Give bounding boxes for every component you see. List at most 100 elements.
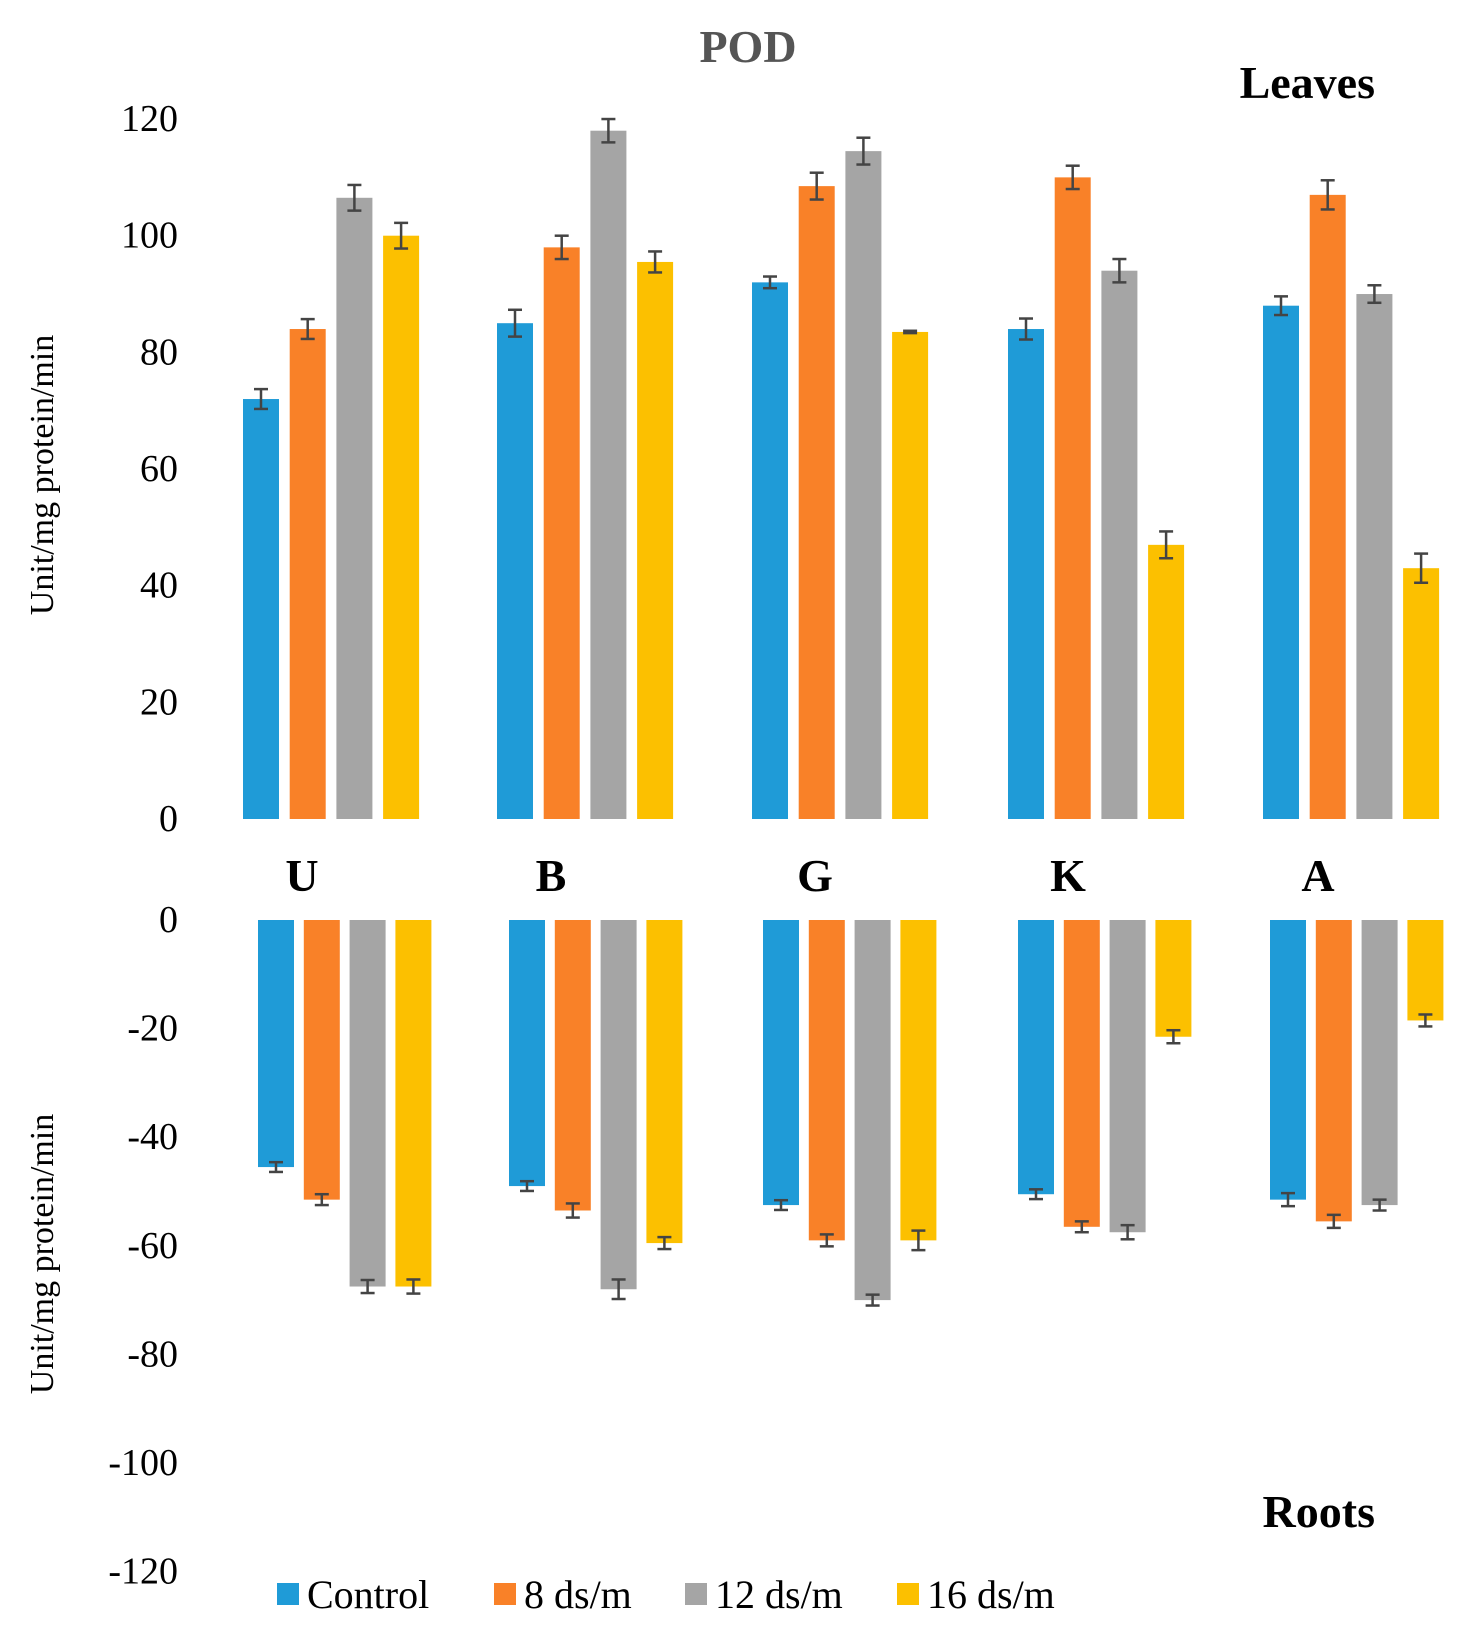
bar xyxy=(258,920,294,1168)
y-tick-label: 120 xyxy=(121,98,178,140)
bar xyxy=(303,920,340,1200)
error-bar xyxy=(1029,1188,1043,1201)
legend-swatch xyxy=(494,1583,516,1605)
y-ticks-leaves: 0 20 40 60 80 100 120 xyxy=(121,98,178,840)
bar xyxy=(1148,544,1185,819)
y-tick-label: -20 xyxy=(127,1008,178,1050)
error-bar xyxy=(1074,1220,1089,1234)
bar xyxy=(349,920,386,1287)
y-tick-label: 0 xyxy=(159,899,178,941)
bar xyxy=(1063,920,1100,1227)
error-bar xyxy=(1120,1223,1135,1241)
error-bar xyxy=(254,387,268,411)
bar xyxy=(1018,920,1054,1195)
error-bar xyxy=(657,1235,672,1251)
error-bar xyxy=(809,171,824,201)
bar xyxy=(1109,920,1146,1233)
bar xyxy=(1407,920,1444,1021)
legend-label: 16 ds/m xyxy=(927,1572,1055,1617)
y-tick-label: 40 xyxy=(140,565,178,607)
legend-item: Control xyxy=(277,1572,429,1617)
y-tick-label: -120 xyxy=(108,1551,178,1593)
bar xyxy=(798,186,835,819)
legend-item: 12 ds/m xyxy=(685,1572,843,1617)
category-label: A xyxy=(1301,850,1334,901)
legend-swatch xyxy=(685,1583,707,1605)
bar xyxy=(637,261,674,819)
error-bar xyxy=(300,317,315,341)
error-bar xyxy=(1367,284,1382,305)
category-label: U xyxy=(285,850,318,901)
bar xyxy=(395,920,432,1287)
bar xyxy=(509,920,545,1187)
bar xyxy=(289,329,326,819)
error-bar xyxy=(865,1293,880,1307)
bar xyxy=(1403,568,1440,819)
bars-leaves xyxy=(243,117,1440,820)
bar xyxy=(1054,177,1091,819)
y-tick-label: 80 xyxy=(140,331,178,373)
bar xyxy=(243,399,279,819)
category-label: G xyxy=(797,850,833,901)
error-bar xyxy=(1112,257,1127,284)
error-bar xyxy=(269,1160,283,1174)
legend-swatch xyxy=(277,1583,299,1605)
error-bar xyxy=(601,117,616,144)
bar xyxy=(1361,920,1398,1206)
legend: Control 8 ds/m 12 ds/m 16 ds/m xyxy=(277,1572,1055,1617)
legend-label: Control xyxy=(307,1572,429,1617)
y-tick-label: -60 xyxy=(127,1225,178,1267)
bar xyxy=(1270,920,1306,1200)
bar xyxy=(1008,329,1044,819)
error-bar xyxy=(1166,1028,1181,1045)
error-bar xyxy=(1274,295,1288,317)
y-tick-label: 0 xyxy=(159,798,178,840)
bar xyxy=(1155,920,1192,1037)
y-tick-label: 60 xyxy=(140,448,178,490)
error-bar xyxy=(648,250,663,274)
bar xyxy=(763,920,799,1206)
category-label: B xyxy=(536,850,567,901)
error-bar xyxy=(360,1278,375,1295)
error-bar xyxy=(394,221,409,250)
bars-roots xyxy=(258,920,1444,1307)
error-bar xyxy=(1418,1013,1433,1028)
error-bar xyxy=(819,1233,834,1248)
error-bar xyxy=(1159,530,1174,560)
legend-swatch xyxy=(897,1583,919,1605)
bar xyxy=(1101,270,1138,819)
error-bar xyxy=(774,1198,788,1212)
bar xyxy=(1309,194,1346,819)
error-bar xyxy=(565,1202,580,1219)
bar xyxy=(497,323,533,819)
y-tick-label: -80 xyxy=(127,1333,178,1375)
bar xyxy=(336,197,373,819)
y-tick-label: 100 xyxy=(121,215,178,257)
error-bar xyxy=(856,136,871,166)
bar xyxy=(845,151,882,819)
chart-title: POD xyxy=(699,21,796,72)
legend-label: 8 ds/m xyxy=(524,1572,632,1617)
error-bar xyxy=(1320,179,1335,211)
bar xyxy=(590,130,627,819)
error-bar xyxy=(1414,552,1429,585)
bar xyxy=(892,331,929,819)
error-bar xyxy=(911,1229,926,1252)
error-bar xyxy=(508,308,522,338)
legend-item: 8 ds/m xyxy=(494,1572,632,1617)
error-bar xyxy=(1372,1198,1387,1212)
y-ticks-roots: 0 -20 -40 -60 -80 -100 -120 xyxy=(108,899,178,1593)
legend-item: 16 ds/m xyxy=(897,1572,1055,1617)
error-bar xyxy=(1326,1213,1341,1230)
y-tick-label: -40 xyxy=(127,1116,178,1158)
bar xyxy=(646,920,683,1244)
bar xyxy=(1315,920,1352,1222)
panel-label-roots: Roots xyxy=(1263,1486,1375,1537)
error-bar xyxy=(347,183,362,212)
bar xyxy=(900,920,937,1241)
bar xyxy=(1356,294,1393,819)
bar xyxy=(543,247,580,820)
bar xyxy=(752,282,788,819)
bar xyxy=(600,920,637,1290)
